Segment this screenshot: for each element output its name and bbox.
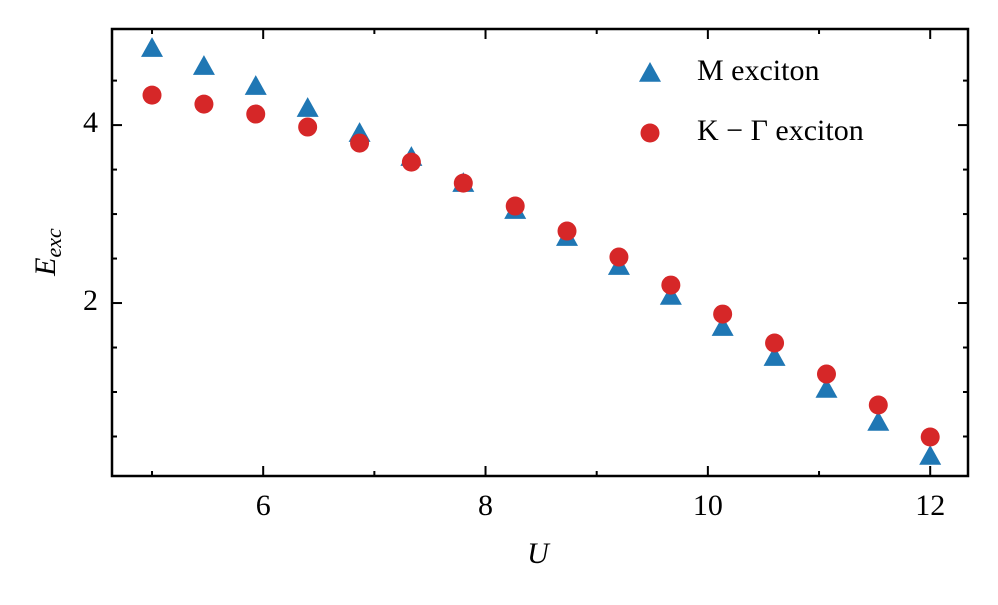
data-point: [659, 285, 682, 305]
data-point: [557, 221, 577, 241]
data-point: [142, 85, 162, 105]
data-point: [713, 304, 733, 324]
data-point: [867, 410, 890, 431]
data-point: [401, 152, 421, 172]
data-point: [298, 117, 318, 137]
y-tick-label: 4: [83, 106, 98, 139]
y-axis-label-sub: exc: [41, 228, 66, 258]
data-point: [816, 364, 836, 384]
data-point: [296, 97, 319, 117]
y-axis-label-base: E: [29, 257, 62, 276]
y-tick-label: 2: [83, 284, 98, 317]
data-point: [920, 427, 940, 447]
data-point: [505, 196, 525, 216]
legend-marker: [640, 123, 660, 143]
data-point: [661, 275, 681, 295]
data-point: [350, 133, 370, 153]
data-point: [763, 346, 786, 366]
legend-marker: [639, 62, 661, 82]
data-point: [609, 247, 629, 267]
data-point: [765, 333, 785, 353]
data-point: [919, 444, 942, 465]
legend-label: M exciton: [697, 54, 819, 87]
data-point: [815, 377, 838, 398]
x-tick-label: 6: [256, 489, 271, 522]
legend-label: K − Γ exciton: [697, 114, 864, 147]
data-point: [711, 316, 734, 336]
x-tick-label: 12: [915, 489, 945, 522]
x-axis-label: U: [527, 537, 551, 570]
data-point: [868, 395, 888, 415]
y-axis-label: Eexc: [29, 228, 66, 277]
data-point: [246, 104, 266, 124]
data-point: [194, 94, 214, 114]
data-point: [453, 173, 473, 193]
data-point: [141, 37, 164, 57]
x-tick-label: 8: [478, 489, 493, 522]
data-point: [244, 75, 267, 95]
plot-frame: [110, 27, 970, 478]
data-point: [192, 55, 215, 75]
x-tick-label: 10: [693, 489, 723, 522]
